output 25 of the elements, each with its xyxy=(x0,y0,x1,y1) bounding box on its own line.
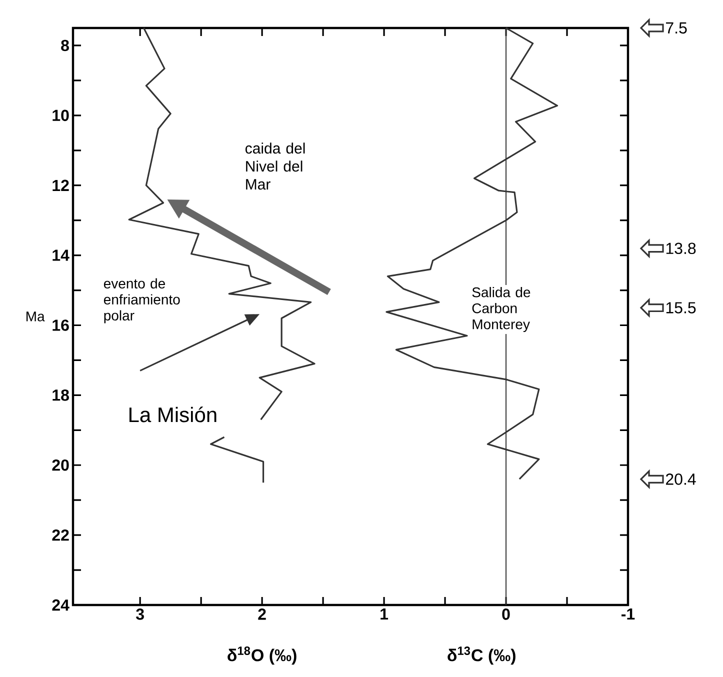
annotation: evento de enfriamiento polar xyxy=(104,278,180,324)
x-tick-label: 0 xyxy=(502,608,510,620)
y-tick-label: 18 xyxy=(52,390,69,401)
x-tick-label: 2 xyxy=(258,608,266,620)
x-axis-title: δ$^{18}$O (‰) xyxy=(228,646,296,665)
text: 20.4 xyxy=(666,474,696,485)
y-tick-label: 10 xyxy=(52,110,69,122)
y-axis-title: Ma xyxy=(26,312,45,322)
text: 7.5 xyxy=(666,22,687,34)
y-tick-label: 16 xyxy=(52,320,69,331)
annotation: Salida de Carbon Monterey xyxy=(472,286,530,332)
x-tick-label: -1 xyxy=(622,608,635,620)
x-tick-label: 1 xyxy=(380,608,388,620)
annotation: La Misión xyxy=(129,406,216,422)
y-tick-label: 20 xyxy=(52,459,69,471)
y-tick-label: 12 xyxy=(52,180,69,191)
y-tick-label: 14 xyxy=(52,250,70,261)
y-tick-label: 8 xyxy=(61,40,69,52)
annotation: caida del Nivel del Mar xyxy=(246,142,305,190)
x-tick-label: 3 xyxy=(136,608,144,620)
y-tick-label: 24 xyxy=(52,599,70,611)
text: δ$^{13}$C (‰) xyxy=(448,646,516,665)
y-tick-label: 22 xyxy=(52,529,69,541)
text: 13.8 xyxy=(666,242,696,254)
text: 15.5 xyxy=(666,302,696,314)
